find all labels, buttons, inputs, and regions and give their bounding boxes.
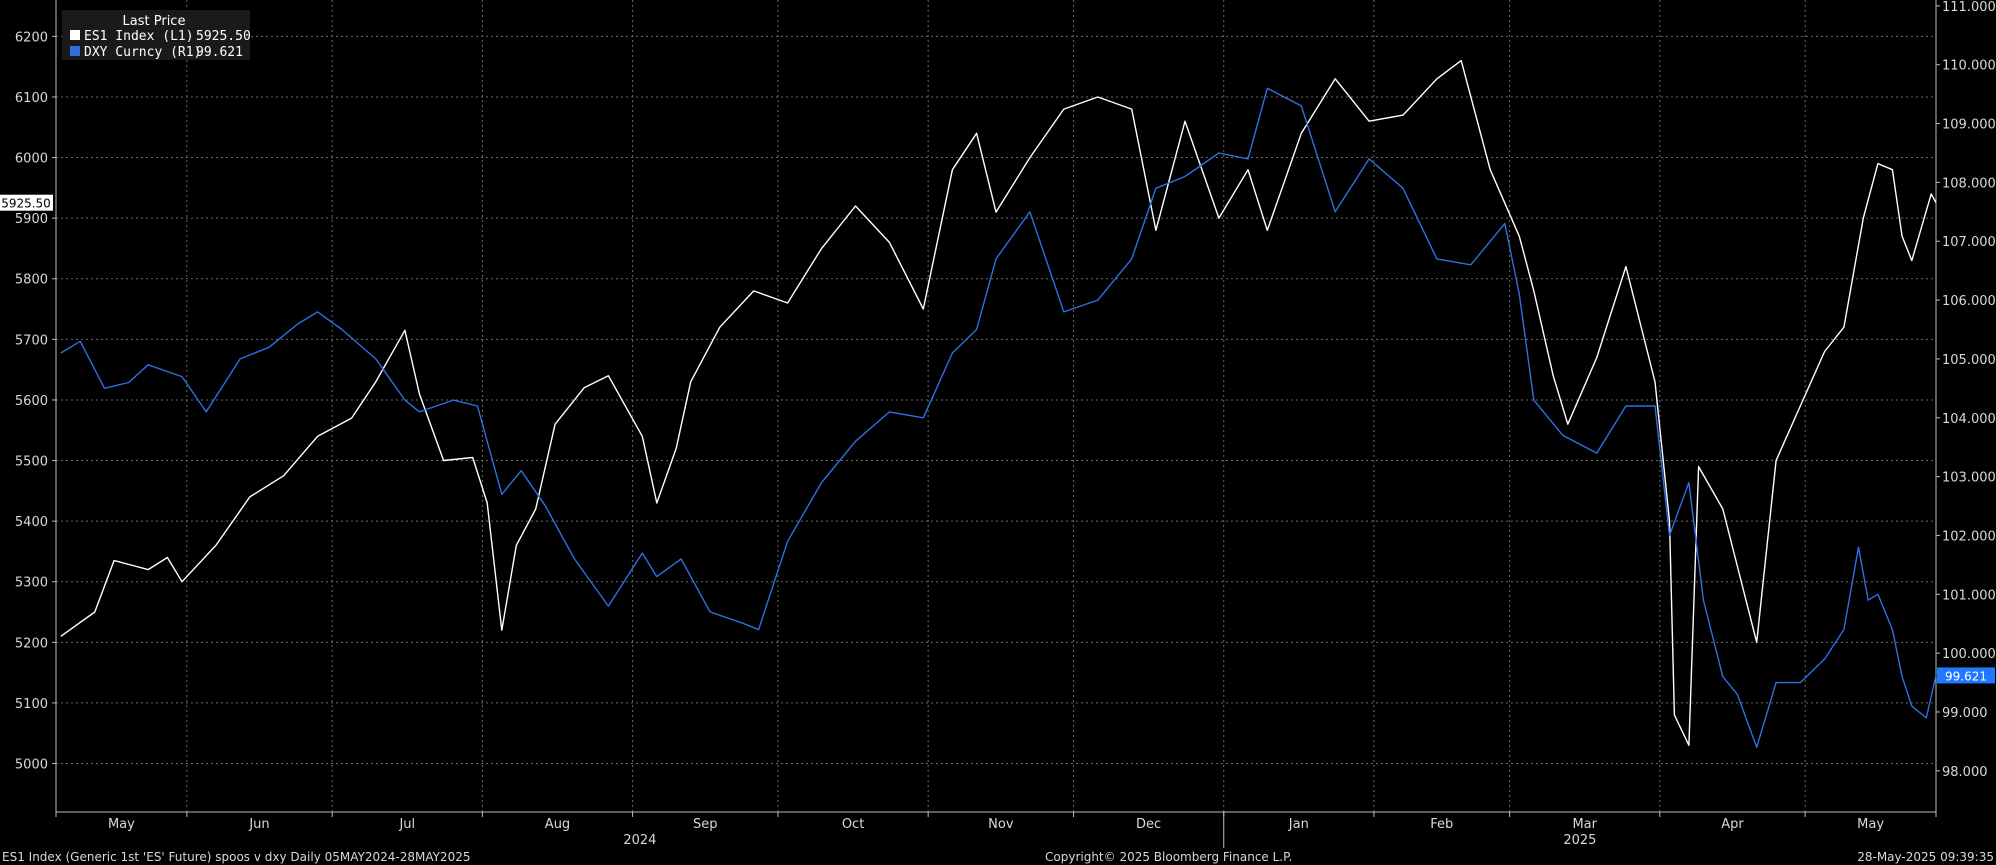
x-month-label: Jul [398,817,415,832]
left-tick-label: 5000 [15,758,48,773]
x-year-label: 2024 [623,833,656,848]
right-tick-label: 99.000 [1942,706,1988,721]
left-tick-label: 5700 [15,333,48,348]
left-tick-label: 5800 [15,273,48,288]
x-month-label: Feb [1430,817,1453,832]
legend-swatch-dxy [70,46,80,56]
left-tick-label: 6200 [15,30,48,45]
right-tick-label: 101.000 [1942,588,1996,603]
right-tick-label: 111.000 [1942,0,1996,15]
left-tick-label: 5500 [15,455,48,470]
right-axis-ticks: 98.000 99.000 100.000 101.000 102.000 103.000… [1936,0,1996,780]
last-value-badge-es1 [0,194,53,211]
x-month-label: Jan [1288,817,1309,832]
right-tick-label: 103.000 [1942,471,1996,486]
legend-value-es1: 5925.50 [196,29,251,44]
left-axis-ticks: 5000 5100 5200 5300 5400 5500 5600 5700 5800 5900… [15,30,56,773]
legend-label-dxy: DXY Curncy (R1) [84,45,201,60]
x-month-label: Apr [1721,817,1744,832]
x-year-label: 2025 [1563,833,1596,848]
x-axis-ticks: May Jun Jul Aug Sep Oct Nov Dec Jan Feb Mar Apr May 2… [55,812,1937,848]
footer-copyright: Copyright© 2025 Bloomberg Finance L.P. [1045,850,1292,864]
x-month-label: Aug [545,817,570,832]
left-tick-label: 5100 [15,697,48,712]
right-tick-label: 102.000 [1942,529,1996,544]
x-month-label: May [1857,817,1884,832]
right-tick-label: 109.000 [1942,118,1996,133]
x-month-label: Oct [842,817,864,832]
right-tick-label: 108.000 [1942,176,1996,191]
footer-description: ES1 Index (Generic 1st 'ES' Future) spoo… [2,850,470,864]
last-value-badge-dxy [1937,667,1995,684]
left-tick-label: 5300 [15,576,48,591]
right-tick-label: 106.000 [1942,294,1996,309]
left-tick-label: 5400 [15,515,48,530]
legend-box [62,10,250,60]
left-tick-label: 5200 [15,636,48,651]
x-month-label: May [108,817,135,832]
x-month-label: Sep [693,817,718,832]
left-tick-label: 5900 [15,212,48,227]
series-lines [60,59,1937,748]
last-value-label-dxy: 99.621 [1945,669,1987,683]
series-line-es1 [60,59,1937,746]
footer-timestamp: 28-May-2025 09:39:35 [1857,850,1994,864]
right-tick-label: 105.000 [1942,353,1996,368]
last-value-label-es1: 5925.50 [1,197,51,211]
x-month-label: Jun [248,817,269,832]
x-month-label: Dec [1136,817,1161,832]
legend-value-dxy: 99.621 [196,45,243,60]
last-value-labels: 5925.50 99.621 [0,194,1995,684]
legend: Last Price ES1 Index (L1) 5925.50 DXY Cu… [62,10,251,60]
right-tick-label: 107.000 [1942,235,1996,250]
x-month-label: Mar [1572,817,1597,832]
right-tick-label: 98.000 [1942,765,1988,780]
legend-title: Last Price [123,14,186,29]
right-tick-label: 104.000 [1942,412,1996,427]
right-tick-label: 100.000 [1942,647,1996,662]
series-line-dxy [60,87,1937,748]
left-tick-label: 5600 [15,394,48,409]
x-month-label: Nov [988,817,1014,832]
legend-swatch-es1 [70,30,80,40]
right-tick-label: 110.000 [1942,59,1996,74]
left-tick-label: 6100 [15,91,48,106]
legend-label-es1: ES1 Index (L1) [84,29,194,44]
left-tick-label: 6000 [15,152,48,167]
